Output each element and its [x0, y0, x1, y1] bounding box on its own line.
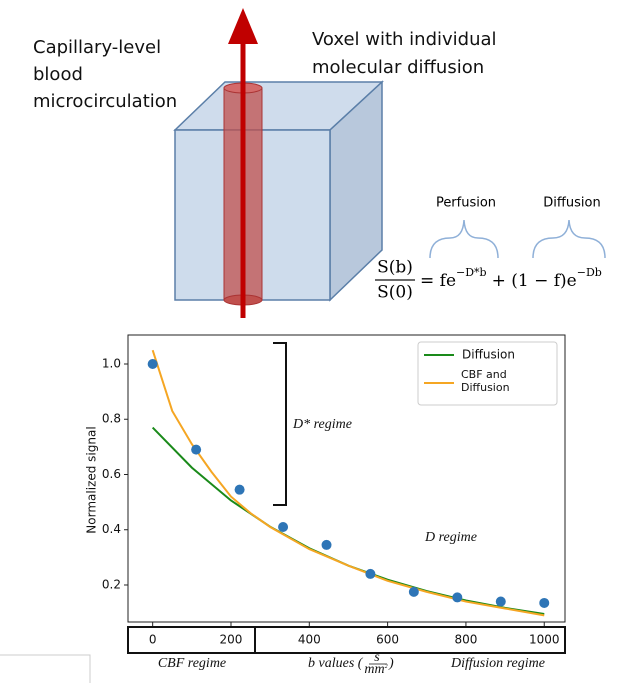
- eq-num: S(b): [377, 258, 413, 278]
- line: [151, 426, 545, 615]
- label: Voxel with individual: [312, 29, 497, 50]
- point: [408, 586, 419, 597]
- brace: [532, 219, 606, 259]
- y-tick-label: 0.4: [102, 522, 121, 536]
- y-tick-label: 0.8: [102, 412, 121, 426]
- x-tick-label: 0: [149, 633, 157, 647]
- x-tick-label: 600: [376, 633, 399, 647]
- x-label: mm2: [364, 662, 387, 677]
- legend-label: Diffusion: [462, 348, 515, 362]
- bracket: [273, 342, 287, 506]
- point: [147, 359, 158, 370]
- x-label-part: ): [388, 656, 394, 671]
- annotation: Diffusion regime: [450, 656, 545, 671]
- brace: [429, 219, 499, 259]
- legend: [417, 341, 558, 406]
- x-label-part: s: [374, 650, 380, 665]
- point: [495, 596, 506, 607]
- y-tick-label: 0.6: [102, 467, 121, 481]
- label: blood: [33, 64, 83, 85]
- legend-label: CBF and Diffusion: [461, 368, 510, 394]
- eq-exp: −D*b: [456, 266, 487, 279]
- point: [234, 484, 245, 495]
- y-label: Normalized signal: [85, 426, 99, 533]
- label: molecular diffusion: [312, 57, 484, 78]
- y-tick-label: 0.2: [102, 577, 121, 591]
- y-tick-label: 1.0: [102, 357, 121, 371]
- divider: [0, 654, 91, 683]
- point: [191, 444, 202, 455]
- x-label-part: b values (: [308, 656, 364, 671]
- annotation: CBF regime: [158, 656, 226, 671]
- regime-box: [127, 626, 566, 654]
- point: [452, 592, 463, 603]
- x-tick-label: 1000: [529, 633, 560, 647]
- x-tick-label: 200: [220, 633, 243, 647]
- arrow-head: [228, 8, 258, 44]
- label: Capillary-level: [33, 37, 161, 58]
- x-label-part: mm: [364, 662, 384, 677]
- x-label: b values (: [308, 656, 364, 671]
- eq-part: = fe: [420, 271, 456, 291]
- plot-frame: [127, 334, 566, 623]
- point: [278, 521, 289, 532]
- equation: = fe−D*b + (1 − f)e−Db: [420, 266, 602, 291]
- eq-part: + (1 − f)e: [492, 271, 577, 291]
- point: [365, 568, 376, 579]
- x-label-part: 2: [385, 664, 388, 670]
- x-tick-label: 800: [454, 633, 477, 647]
- label: microcirculation: [33, 91, 177, 112]
- point: [539, 597, 550, 608]
- label: Diffusion: [543, 196, 600, 211]
- point: [321, 539, 332, 550]
- eq-den: S(0): [377, 283, 413, 303]
- eq-exp: −Db: [577, 266, 602, 279]
- annotation: D* regime: [292, 417, 352, 432]
- x-tick-label: 400: [298, 633, 321, 647]
- annotation: D regime: [424, 530, 477, 545]
- label: Perfusion: [436, 196, 496, 211]
